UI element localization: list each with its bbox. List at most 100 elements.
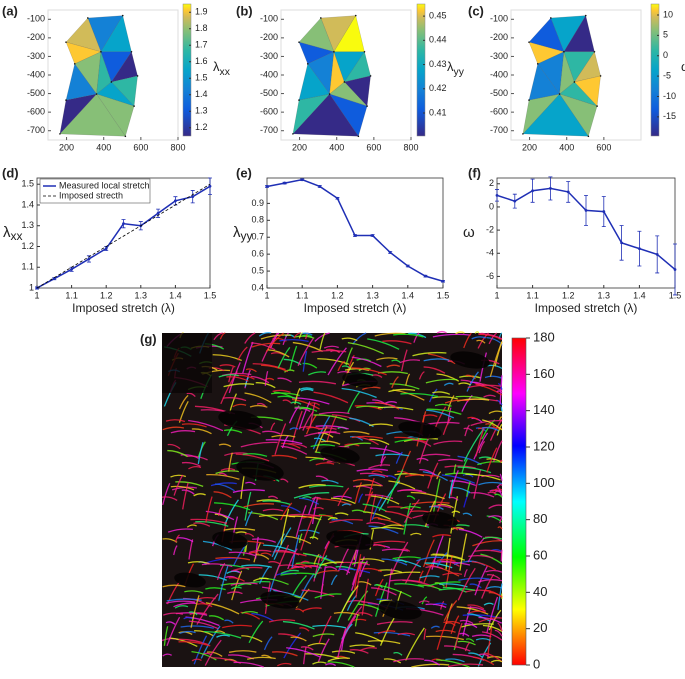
fiber: [404, 474, 433, 478]
fiber: [195, 520, 229, 527]
fiber: [386, 364, 401, 368]
data-point: [602, 210, 606, 213]
fiber: [241, 564, 272, 568]
colorbar-tick-label: 160: [533, 366, 555, 381]
pore: [398, 421, 442, 439]
x-tick-label: 1.3: [598, 290, 611, 300]
fiber: [432, 553, 463, 560]
fiber: [206, 473, 240, 480]
fiber: [375, 453, 410, 457]
fiber: [386, 469, 404, 504]
fiber: [369, 438, 390, 446]
fiber: [299, 529, 320, 534]
fiber: [427, 581, 461, 587]
fiber: [265, 332, 285, 353]
fiber: [327, 657, 350, 662]
fiber: [396, 450, 412, 485]
colorbar-tick-label: 180: [533, 329, 555, 344]
fiber: [466, 371, 479, 392]
fiber: [437, 503, 454, 509]
pore: [422, 511, 458, 529]
fiber: [429, 475, 440, 478]
fiber: [297, 338, 314, 366]
fiber: [299, 407, 312, 410]
fiber: [333, 611, 360, 616]
fiber: [352, 478, 373, 482]
fiber: [364, 494, 394, 500]
fiber: [307, 642, 326, 647]
fiber: [478, 617, 503, 623]
fiber: [281, 505, 301, 513]
fiber: [186, 524, 197, 528]
fiber: [180, 625, 214, 629]
fiber: [395, 451, 403, 464]
mesh-node: [366, 105, 368, 107]
fiber: [485, 423, 495, 428]
fiber: [291, 398, 320, 410]
fiber: [351, 367, 387, 376]
fiber: [484, 589, 503, 598]
colorbar-tick-label: 1.8: [195, 23, 208, 33]
fiber: [464, 623, 478, 629]
axes-frame: [36, 177, 211, 289]
fiber: [458, 577, 490, 582]
fiber: [347, 342, 384, 355]
mesh-node: [550, 17, 552, 19]
fiber: [411, 663, 450, 668]
fiber: [351, 509, 367, 514]
fiber: [291, 534, 300, 568]
data-point: [388, 251, 392, 254]
fiber: [312, 661, 327, 665]
fiber: [428, 388, 438, 403]
y-axis-label-main: λ: [3, 224, 11, 241]
colorbar-tick-label: 1.5: [195, 73, 208, 83]
fiber: [331, 650, 356, 654]
fiber: [496, 485, 503, 497]
mesh-node: [65, 99, 67, 101]
fiber: [163, 626, 169, 646]
mesh-node: [320, 17, 322, 19]
fiber: [196, 593, 219, 625]
fiber: [201, 563, 233, 568]
fiber: [436, 618, 449, 650]
fiber: [441, 474, 476, 484]
fiber: [413, 332, 420, 343]
fiber: [280, 508, 290, 545]
fiber: [473, 432, 489, 460]
data-point: [406, 264, 410, 268]
fiber: [399, 359, 421, 364]
fiber: [191, 651, 217, 661]
fiber: [244, 532, 255, 538]
fiber: [423, 358, 450, 362]
fiber: [481, 631, 503, 641]
fiber: [421, 596, 428, 605]
fiber: [265, 439, 303, 445]
fiber: [312, 624, 346, 629]
fiber: [345, 347, 353, 366]
colorbar-tick-label: 120: [533, 438, 555, 453]
data-point: [584, 209, 588, 212]
fiber: [433, 440, 463, 445]
fiber: [251, 342, 281, 348]
fiber: [240, 441, 278, 448]
fiber: [308, 484, 344, 488]
fiber: [162, 426, 185, 431]
x-axis-label: Imposed stretch (λ): [72, 301, 175, 315]
x-tick-label: 1.3: [135, 290, 148, 300]
fiber: [416, 457, 429, 462]
colorbar-tick-label: 0: [663, 50, 668, 60]
fiber: [468, 554, 494, 559]
fiber: [295, 505, 307, 538]
fiber: [349, 644, 375, 648]
y-axis-label-main: λ: [233, 224, 241, 241]
fiber: [331, 414, 361, 423]
fiber: [277, 662, 292, 667]
fiber: [432, 534, 451, 538]
fiber: [458, 382, 471, 386]
colorbar-tick-label: 5: [663, 30, 668, 40]
fiber: [464, 641, 471, 652]
fiber: [300, 646, 314, 651]
fiber: [245, 481, 256, 486]
fiber: [314, 593, 342, 599]
mesh-node: [328, 93, 331, 95]
